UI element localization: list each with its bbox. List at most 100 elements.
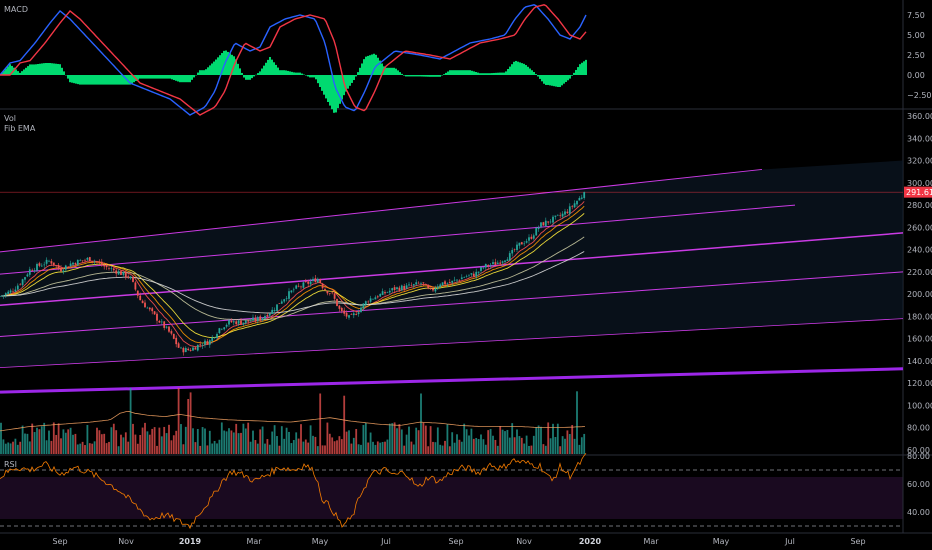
candle-body (69, 263, 72, 267)
histogram-bar (189, 75, 191, 83)
volume-bar (321, 445, 324, 454)
histogram-bar (289, 71, 291, 75)
candle-body (372, 298, 374, 300)
price-axis[interactable]: 60.00 80.00 100.00 120.00 140.00 160.00 180.00… (907, 112, 932, 455)
price-tick-label: 180.00 (907, 312, 932, 321)
rsi-axis[interactable]: 80.00 60.00 40.00 (907, 452, 930, 517)
candle-body (559, 215, 562, 217)
candle-body (417, 282, 420, 284)
volume-bar (69, 427, 72, 454)
histogram-bar (405, 75, 407, 77)
histogram-bar (293, 72, 295, 75)
histogram-bar (543, 75, 545, 84)
candle-body (48, 260, 50, 262)
price-tick-label: 60.00 (907, 446, 930, 455)
histogram-bar (83, 75, 85, 85)
histogram-bar (123, 75, 125, 85)
channel-lines[interactable] (0, 168, 904, 394)
volume-bar (345, 431, 348, 454)
volume-bar (86, 424, 89, 454)
volume-bar (304, 439, 307, 454)
histogram-bar (361, 63, 363, 75)
histogram-bar (125, 75, 127, 85)
volume-bar (33, 432, 36, 454)
volume-bar (441, 445, 444, 454)
histogram-bar (201, 70, 203, 75)
volume-bar (355, 428, 358, 454)
candle-body (314, 278, 317, 283)
time-tick-label: May (713, 537, 730, 546)
histogram-bar (279, 70, 281, 75)
histogram-bar (159, 75, 161, 79)
histogram-bar (141, 75, 143, 79)
candle-body (283, 299, 286, 302)
candle-body (535, 228, 538, 236)
histogram-bar (7, 66, 9, 75)
volume-bar (420, 393, 422, 454)
candle-body (381, 291, 384, 295)
candle-body (336, 298, 338, 306)
candle-body (192, 347, 194, 351)
volume-bar (410, 441, 413, 454)
histogram-bar (119, 75, 121, 85)
volume-bar (400, 429, 403, 454)
histogram-bar (75, 75, 77, 84)
volume-bar (396, 428, 398, 454)
time-axis[interactable]: Sep Nov 2019 Mar May Jul Sep Nov 2020 Mar May Jul Se… (52, 537, 865, 546)
histogram-bar (39, 63, 41, 75)
histogram-bar (35, 64, 37, 75)
candle-body (331, 292, 334, 294)
candle-body (165, 326, 168, 328)
volume-bar (348, 430, 350, 454)
histogram-bar (163, 75, 165, 79)
macd-axis[interactable]: 7.50 5.00 2.50 0.00 −2.50 (907, 11, 932, 100)
histogram-bar (13, 67, 15, 75)
candle-body (141, 300, 144, 304)
candle-body (100, 261, 103, 266)
candle-body (45, 259, 48, 264)
candle-body (184, 348, 187, 353)
channel-line (0, 271, 904, 337)
volume-bar (525, 435, 528, 454)
candle-body (520, 242, 523, 245)
candle-body (549, 221, 552, 223)
histogram-bar (435, 75, 437, 77)
long-trendline (0, 367, 904, 394)
candle-body (254, 317, 257, 321)
volume-bar (136, 443, 139, 454)
candle-body (76, 259, 79, 266)
volume-bar (374, 444, 377, 454)
volume-bar (144, 422, 146, 454)
histogram-bar (319, 75, 321, 87)
volume-bar (444, 440, 446, 454)
candle-body (583, 192, 586, 198)
candle-body (230, 320, 233, 323)
histogram-bar (299, 72, 301, 75)
candles[interactable] (0, 191, 586, 356)
volume-bar (412, 444, 415, 454)
last-price-badge: 291.61 (904, 186, 932, 198)
candle-body (127, 276, 130, 278)
volume-bar (336, 440, 338, 454)
candle-body (304, 281, 307, 283)
volume-bar (112, 423, 115, 454)
volume-bar (110, 427, 113, 454)
histogram-bar (523, 63, 525, 75)
candle-body (52, 262, 55, 266)
candle-body (348, 315, 350, 318)
candle-body (307, 281, 310, 284)
histogram-bar (301, 73, 303, 75)
volume-bar (4, 443, 7, 454)
volume-bar (532, 435, 535, 454)
histogram-bar (91, 75, 93, 85)
histogram-bar (513, 61, 515, 75)
volume-bar (271, 431, 274, 454)
volume-bar (494, 439, 497, 454)
histogram-bar (515, 60, 517, 75)
volume-bar (132, 423, 134, 454)
volume-bar (141, 427, 144, 454)
volume-bar (319, 393, 322, 454)
volume-bar (477, 439, 480, 454)
histogram-bar (271, 59, 273, 75)
